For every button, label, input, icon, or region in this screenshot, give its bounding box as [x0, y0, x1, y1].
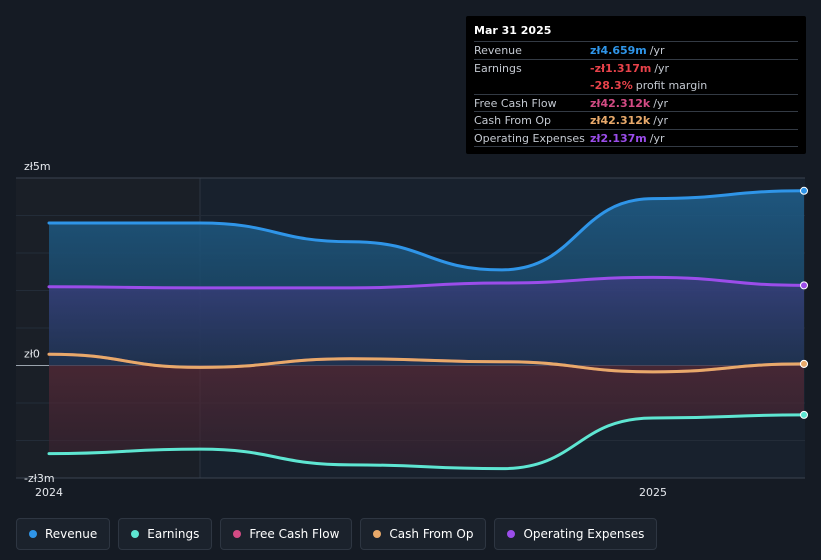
- cash-from-op-line: [47, 352, 806, 374]
- tooltip-unit: /yr: [653, 114, 668, 127]
- tooltip-value: zł42.312k: [590, 114, 651, 127]
- legend-item-cash-from-op[interactable]: Cash From Op: [360, 518, 487, 550]
- tooltip-value: -28.3%: [590, 79, 633, 92]
- data-tooltip: Mar 31 2025 Revenue zł4.659m /yr Earning…: [466, 16, 806, 154]
- tooltip-row-earnings: Earnings -zł1.317m /yr: [474, 60, 798, 78]
- tooltip-value: zł4.659m: [590, 44, 647, 57]
- tooltip-label: Cash From Op: [474, 114, 552, 127]
- legend-item-free-cash-flow[interactable]: Free Cash Flow: [220, 518, 353, 550]
- tooltip-label: Free Cash Flow: [474, 96, 557, 110]
- revenue-end-point: [800, 186, 808, 195]
- legend-dot-icon: [373, 530, 382, 538]
- legend-label: Cash From Op: [389, 527, 474, 541]
- operating-expenses-area: [49, 277, 804, 366]
- legend-item-earnings[interactable]: Earnings: [118, 518, 213, 550]
- operating-expenses-line: [47, 275, 806, 290]
- financials-chart: zł5m zł0 -zł3m 2024 2025: [16, 160, 808, 499]
- y-tick-label: zł0: [24, 348, 40, 361]
- operating-expenses-end-point: [800, 281, 808, 290]
- tooltip-label: [474, 77, 590, 94]
- legend-dot-icon: [507, 530, 516, 538]
- tooltip-value: zł42.312k: [590, 96, 651, 110]
- legend-dot-icon: [233, 530, 242, 538]
- tooltip-row-cash-from-op: Cash From Op zł42.312k /yr: [474, 112, 798, 130]
- tooltip-unit: profit margin: [635, 79, 708, 92]
- legend-label: Free Cash Flow: [249, 527, 340, 541]
- tooltip-unit: /yr: [653, 96, 668, 110]
- y-axis-ticks: zł5m zł0 -zł3m: [24, 160, 55, 485]
- tooltip-label: Revenue: [474, 44, 522, 57]
- series-endpoints: [800, 186, 808, 419]
- x-tick-label: 2024: [35, 486, 63, 499]
- legend-label: Earnings: [147, 527, 200, 541]
- tooltip-row-operating-expenses: Operating Expenses zł2.137m /yr: [474, 130, 798, 147]
- tooltip-unit: /yr: [649, 44, 665, 57]
- tooltip-row-profit-margin: -28.3% profit margin: [474, 77, 798, 95]
- legend-dot-icon: [131, 530, 140, 538]
- x-tick-label: 2025: [639, 486, 667, 499]
- tooltip-unit: /yr: [654, 61, 670, 75]
- legend-dot-icon: [29, 530, 37, 538]
- tooltip-label: Earnings: [474, 61, 522, 75]
- y-tick-label: zł5m: [24, 160, 51, 173]
- tooltip-unit: /yr: [649, 131, 665, 145]
- tooltip-label: Operating Expenses: [474, 131, 585, 145]
- tooltip-row-revenue: Revenue zł4.659m /yr: [474, 42, 798, 60]
- series-areas: [49, 190, 804, 469]
- tooltip-value: -zł1.317m: [590, 61, 652, 75]
- revenue-line: [47, 189, 806, 272]
- legend-label: Revenue: [45, 527, 98, 541]
- legend-item-operating-expenses[interactable]: Operating Expenses: [494, 518, 658, 550]
- series-lines: [47, 189, 806, 471]
- tooltip-date: Mar 31 2025: [474, 24, 798, 42]
- legend-label: Operating Expenses: [523, 527, 645, 541]
- y-tick-label: -zł3m: [24, 472, 55, 485]
- cash-from-op-end-point: [800, 359, 808, 368]
- earnings-area: [49, 365, 804, 469]
- tooltip-row-free-cash-flow: Free Cash Flow zł42.312k /yr: [474, 95, 798, 112]
- chart-legend: Revenue Earnings Free Cash Flow Cash Fro…: [16, 518, 658, 550]
- earnings-line: [47, 413, 806, 471]
- x-axis-ticks: 2024 2025: [35, 486, 667, 499]
- tooltip-value: zł2.137m: [590, 131, 647, 145]
- legend-item-revenue[interactable]: Revenue: [16, 518, 111, 550]
- earnings-end-point: [800, 410, 808, 419]
